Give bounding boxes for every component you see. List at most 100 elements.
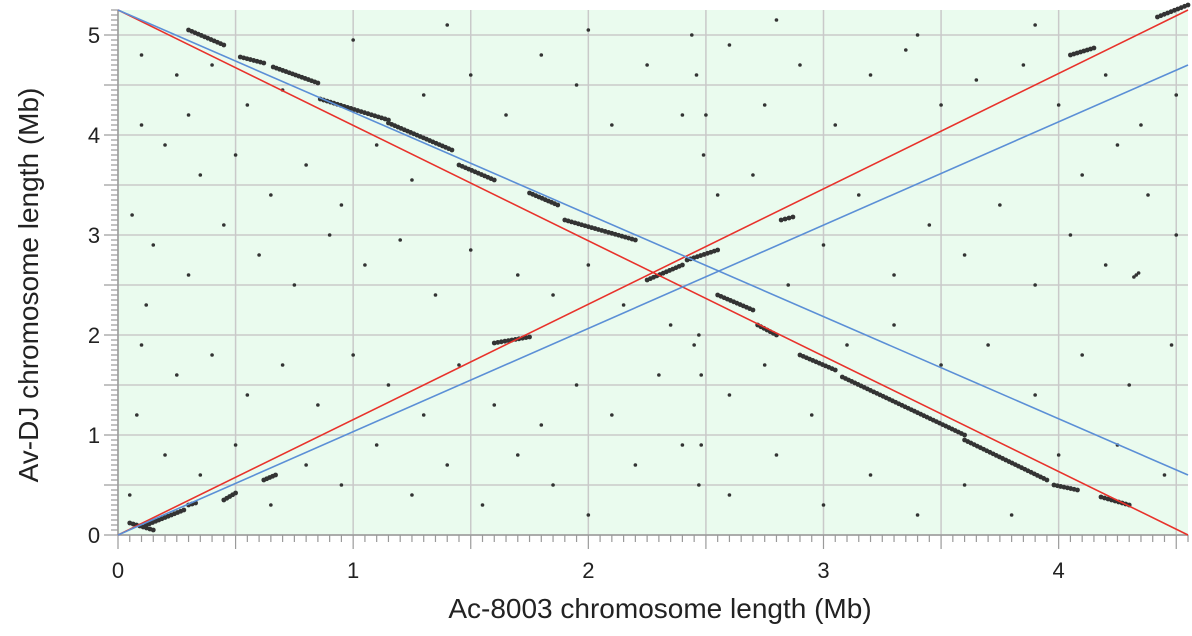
data-point [715,193,720,197]
data-point [774,453,779,457]
data-point [130,213,134,217]
data-point [680,113,685,117]
data-point [457,363,461,367]
data-point [502,338,508,344]
scatter-points [127,18,1179,517]
data-point [386,383,391,387]
data-point [1033,393,1037,397]
data-point [539,53,544,57]
reference-lines [117,9,1189,536]
data-point [762,103,767,107]
data-point [694,73,699,77]
data-point [245,103,250,107]
data-point [1103,73,1108,77]
y-tick-label: 0 [88,523,100,548]
data-point [480,503,485,507]
reference-line [117,64,1189,536]
data-point [904,48,908,52]
data-point [680,443,685,447]
axis-ticks [104,9,1189,549]
data-point [701,153,706,157]
data-point [445,23,450,27]
data-point [339,483,344,487]
data-point [492,403,497,407]
alignment-segment [715,292,756,313]
data-point [316,403,320,407]
data-point [555,202,561,208]
alignment-segment [797,352,838,373]
data-point [892,273,896,277]
y-axis-title: Av-DJ chromosome length (Mb) [13,88,44,483]
data-point [774,18,779,22]
data-point [421,413,426,417]
y-tick-label: 3 [88,223,100,248]
data-point [939,363,943,367]
data-point [1033,23,1037,27]
data-point [1162,473,1167,477]
data-point [727,43,732,47]
alignment-segment [684,247,721,263]
data-point [551,293,555,297]
data-point [498,339,504,345]
data-point [704,113,708,117]
data-point [892,323,896,327]
data-point [915,513,920,517]
data-point [523,335,529,340]
data-point [139,123,144,127]
data-point [150,527,156,533]
alignment-segment [1155,2,1191,20]
alignment-segment [1051,482,1080,493]
data-point [210,353,214,357]
data-point [433,293,438,297]
data-point [1056,453,1061,457]
alignment-segment [186,27,227,48]
data-point [986,343,990,347]
data-point [962,432,967,438]
x-tick-label: 3 [817,558,829,583]
data-point [574,383,579,387]
alignment-segment [644,262,685,283]
data-point [163,453,167,457]
data-point [210,63,214,67]
data-point [245,393,250,397]
data-point [261,60,267,66]
data-point [574,83,579,87]
data-point [727,393,732,397]
alignment-segment [778,214,796,223]
data-point [468,73,473,77]
data-point [915,33,920,37]
alignment-segment [270,64,321,86]
data-point [751,173,755,177]
data-point [222,223,226,227]
data-point [144,303,149,307]
data-point [398,238,402,242]
data-point [449,147,455,153]
alignment-segment [317,96,391,123]
data-point [468,248,473,252]
data-point [586,28,591,32]
data-point [699,373,704,377]
data-point [445,463,450,467]
data-point [269,503,273,507]
data-point [690,33,694,37]
data-point [421,93,426,97]
data-point [790,214,796,220]
data-point [782,216,788,222]
data-point [786,215,792,221]
data-point [927,223,932,227]
data-point [495,340,501,345]
data-point [962,253,967,257]
alignment-segment [386,120,455,153]
data-point [551,483,555,487]
data-point [233,153,238,157]
data-point [832,367,838,373]
alignment-segment [237,54,267,66]
data-point [1033,283,1037,287]
y-tick-label: 2 [88,323,100,348]
data-point [339,203,344,207]
alignment-segments [127,2,1191,533]
data-point [833,123,838,127]
data-point [315,80,321,86]
data-point [610,413,614,417]
